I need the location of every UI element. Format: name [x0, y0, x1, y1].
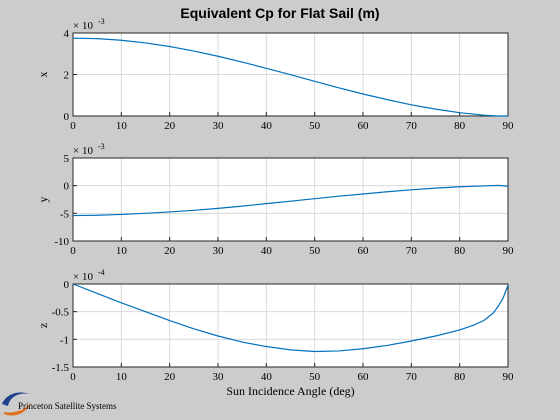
x-tick-label: 80 [454, 245, 466, 257]
y-tick-label: -1.5 [52, 362, 70, 374]
x-tick-label: 0 [70, 120, 76, 132]
x-tick-label: 10 [116, 371, 128, 383]
axes-box [72, 283, 509, 368]
y-exponent-power: -3 [98, 17, 105, 26]
y-exponent-label: × 10 [73, 20, 93, 32]
y-exponent-label: × 10 [73, 145, 93, 157]
x-tick-label: 30 [213, 120, 225, 132]
x-tick-label: 90 [503, 371, 515, 383]
y-tick-label: 4 [64, 28, 70, 40]
y-exponent-label: × 10 [73, 271, 93, 283]
x-tick-label: 40 [261, 120, 273, 132]
x-tick-label: 60 [358, 371, 370, 383]
x-tick-label: 50 [309, 245, 321, 257]
x-tick-label: 70 [406, 120, 418, 132]
x-tick-label: 20 [164, 245, 176, 257]
x-tick-label: 0 [70, 245, 76, 257]
y-axis-label: x [36, 72, 50, 78]
y-tick-label: -5 [60, 208, 70, 220]
x-tick-label: 70 [406, 371, 418, 383]
x-tick-label: 30 [213, 245, 225, 257]
y-tick-label: 0 [64, 279, 70, 291]
x-tick-label: 0 [70, 371, 76, 383]
y-exponent-power: -4 [98, 268, 105, 277]
y-exponent-power: -3 [98, 142, 105, 151]
series-line [72, 283, 509, 353]
y-tick-label: 5 [64, 153, 70, 165]
x-tick-label: 80 [454, 120, 466, 132]
y-tick-label: -1 [60, 334, 69, 346]
x-tick-label: 70 [406, 245, 418, 257]
plot-area [73, 158, 508, 241]
x-axis-label: Sun Incidence Angle (deg) [226, 384, 354, 398]
logo-text: Princeton Satellite Systems [18, 401, 117, 411]
subplot-z: 0 10 20 30 40 50 60 70 80 90 -1.5 -1 -0.5 0 z × 10 -4 Sun… [36, 268, 514, 398]
y-axis-label: y [36, 197, 50, 203]
x-tick-label: 90 [503, 245, 515, 257]
x-tick-label: 50 [309, 120, 321, 132]
subplot-y: 0 10 20 30 40 50 60 70 80 90 -10 -5 0 5 y × 10 -3 [36, 142, 514, 257]
x-tick-label: 10 [116, 120, 128, 132]
series-line [72, 184, 509, 217]
x-tick-label: 50 [309, 371, 321, 383]
plot-area [73, 284, 508, 367]
x-tick-label: 60 [358, 245, 370, 257]
y-tick-label: 0 [64, 111, 70, 123]
x-tick-label: 20 [164, 371, 176, 383]
x-tick-label: 30 [213, 371, 225, 383]
axes-box [72, 157, 509, 242]
logo: Princeton Satellite Systems [2, 392, 117, 416]
x-tick-label: 80 [454, 371, 466, 383]
x-tick-label: 40 [261, 371, 273, 383]
series-line [72, 37, 508, 117]
y-tick-label: -10 [54, 236, 69, 248]
y-tick-label: 0 [64, 181, 70, 193]
x-tick-label: 20 [164, 120, 176, 132]
x-tick-label: 90 [503, 120, 515, 132]
subplot-x: 0 10 20 30 40 50 60 70 80 90 0 2 4 x × 10 -3 [36, 17, 514, 132]
y-axis-label: z [36, 323, 50, 328]
figure-title: Equivalent Cp for Flat Sail (m) [180, 5, 379, 21]
x-tick-label: 60 [358, 120, 370, 132]
x-tick-label: 40 [261, 245, 273, 257]
y-tick-label: 2 [64, 70, 70, 82]
pss-swoosh-icon [2, 392, 32, 416]
x-tick-label: 10 [116, 245, 128, 257]
y-tick-label: -0.5 [52, 307, 70, 319]
